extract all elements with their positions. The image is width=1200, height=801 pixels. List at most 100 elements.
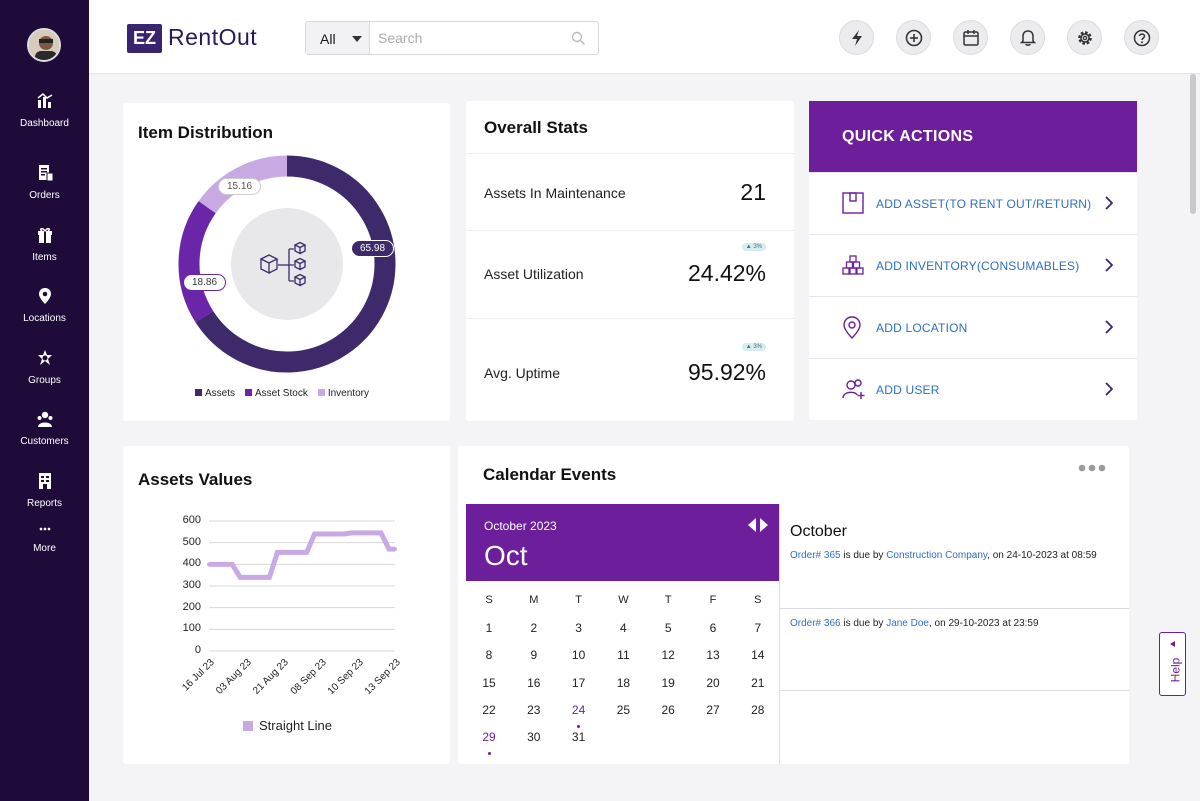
- calendar-day[interactable]: 19: [661, 675, 675, 690]
- calendar-day[interactable]: 18: [616, 675, 631, 690]
- sidebar-item-customers[interactable]: Customers: [0, 410, 89, 447]
- donut-slice-asset-stock[interactable]: [178, 201, 216, 323]
- calendar-day[interactable]: 22: [482, 702, 496, 717]
- calendar-day[interactable]: 21: [751, 675, 765, 690]
- quick-action-button[interactable]: [839, 20, 874, 55]
- add-location-action[interactable]: ADD LOCATION: [809, 296, 1137, 358]
- event-text: is due by: [840, 550, 887, 561]
- event-customer-link[interactable]: Jane Doe: [886, 618, 929, 629]
- event-dot: [577, 724, 581, 728]
- calendar-button[interactable]: [953, 20, 988, 55]
- next-month-icon[interactable]: [760, 518, 768, 532]
- groups-icon: [37, 350, 52, 365]
- series-line-straight-line[interactable]: [209, 530, 395, 580]
- search-input[interactable]: [372, 25, 562, 51]
- calendar-day[interactable]: 27: [706, 702, 720, 717]
- weekday-header: S: [754, 594, 762, 606]
- action-label: ADD LOCATION: [876, 321, 968, 335]
- stat-row-uptime: ▲ 3% Avg. Uptime 95.92%: [466, 318, 794, 421]
- calendar-day[interactable]: 26: [661, 702, 675, 717]
- sidebar-item-label: Dashboard: [20, 118, 69, 129]
- donut-slice-inventory[interactable]: [198, 155, 288, 214]
- calendar-day[interactable]: 31: [571, 730, 586, 745]
- calendar-day[interactable]: 8: [485, 648, 493, 663]
- quick-actions-title: QUICK ACTIONS: [809, 101, 1137, 172]
- event-order-link[interactable]: Order# 365: [790, 550, 841, 561]
- calendar-day[interactable]: 3: [575, 621, 582, 635]
- calendar-day[interactable]: 4: [620, 621, 627, 635]
- add-button[interactable]: [896, 20, 931, 55]
- sidebar-item-dashboard[interactable]: Dashboard: [0, 92, 89, 129]
- logo-mark[interactable]: EZ: [127, 24, 162, 53]
- more-options-icon[interactable]: [1078, 464, 1106, 472]
- calendar-day[interactable]: 29: [482, 730, 496, 745]
- add-user-action[interactable]: ADD USER: [809, 358, 1137, 420]
- sidebar-item-groups[interactable]: Groups: [0, 349, 89, 386]
- calendar-day[interactable]: 6: [709, 621, 717, 635]
- search-scope-select[interactable]: All: [306, 22, 370, 54]
- sidebar-item-more[interactable]: More: [0, 525, 89, 554]
- calendar-day[interactable]: 10: [571, 648, 586, 663]
- donut-slice-assets[interactable]: [195, 155, 396, 373]
- sidebar-item-orders[interactable]: Orders: [0, 164, 89, 201]
- legend-item-inventory[interactable]: Inventory: [317, 388, 369, 399]
- prev-month-icon[interactable]: [748, 518, 756, 532]
- logo-text[interactable]: RentOut: [168, 24, 258, 50]
- help-button[interactable]: [1124, 20, 1159, 55]
- assets-value-label: 65.98: [351, 240, 395, 257]
- chart-legend[interactable]: Straight Line: [243, 718, 332, 733]
- calendar-day[interactable]: 16: [527, 675, 541, 690]
- avatar[interactable]: [27, 28, 61, 62]
- legend-swatch: [243, 721, 253, 731]
- calendar-day[interactable]: 5: [664, 621, 672, 635]
- legend-item-asset-stock[interactable]: Asset Stock: [245, 388, 308, 399]
- data-point[interactable]: [244, 575, 249, 580]
- calendar-day[interactable]: 30: [527, 730, 541, 745]
- calendar-day[interactable]: 17: [571, 675, 586, 690]
- calendar-day[interactable]: 11: [617, 648, 630, 663]
- asset-stock-value-label: 18.86: [183, 274, 227, 291]
- add-inventory-action[interactable]: ADD INVENTORY(CONSUMABLES): [809, 234, 1137, 296]
- calendar-day[interactable]: 1: [485, 621, 493, 635]
- calendar-day[interactable]: 2: [530, 621, 538, 635]
- calendar-day[interactable]: 9: [530, 648, 538, 663]
- calendar-day[interactable]: 25: [616, 702, 631, 717]
- calendar-day[interactable]: 24: [571, 702, 586, 717]
- event-customer-link[interactable]: Construction Company: [886, 550, 988, 561]
- data-point[interactable]: [355, 530, 360, 535]
- calendar-month-year: October 2023: [484, 519, 557, 533]
- sidebar-item-reports[interactable]: Reports: [0, 472, 89, 509]
- add-asset-action[interactable]: ADD ASSET(TO RENT OUT/RETURN): [809, 172, 1137, 234]
- sidebar-item-items[interactable]: Items: [0, 226, 89, 263]
- calendar-day[interactable]: 12: [661, 648, 675, 663]
- reports-icon: [38, 473, 51, 489]
- notifications-button[interactable]: [1010, 20, 1045, 55]
- data-point[interactable]: [393, 547, 397, 552]
- calendar-day[interactable]: 20: [706, 675, 720, 690]
- search-icon[interactable]: [571, 31, 586, 46]
- calendar-day[interactable]: 13: [706, 648, 720, 663]
- weekday-header: W: [618, 594, 629, 606]
- page-scrollbar[interactable]: [1189, 74, 1198, 214]
- chart-legend: Assets Asset Stock Inventory: [195, 388, 369, 399]
- y-tick-label: 400: [182, 557, 201, 570]
- calendar-day[interactable]: 15: [482, 675, 496, 690]
- event-order-link[interactable]: Order# 366: [790, 618, 841, 629]
- weekday-header: T: [575, 594, 582, 606]
- calendar-day[interactable]: 14: [751, 648, 765, 663]
- settings-button[interactable]: [1067, 20, 1102, 55]
- data-point[interactable]: [318, 532, 323, 536]
- data-point[interactable]: [207, 562, 211, 567]
- caret-down-icon: [352, 36, 362, 42]
- data-point[interactable]: [281, 550, 286, 555]
- y-tick-label: 200: [182, 600, 201, 613]
- calendar-day[interactable]: 7: [754, 621, 762, 635]
- month-nav-arrows: [748, 518, 768, 532]
- events-month: October: [790, 523, 847, 540]
- help-tab[interactable]: Help: [1159, 632, 1186, 696]
- legend-item-assets[interactable]: Assets: [195, 388, 235, 399]
- calendar-day[interactable]: 23: [527, 702, 541, 717]
- calendar-day[interactable]: 28: [751, 702, 765, 717]
- sidebar-item-locations[interactable]: Locations: [0, 287, 89, 324]
